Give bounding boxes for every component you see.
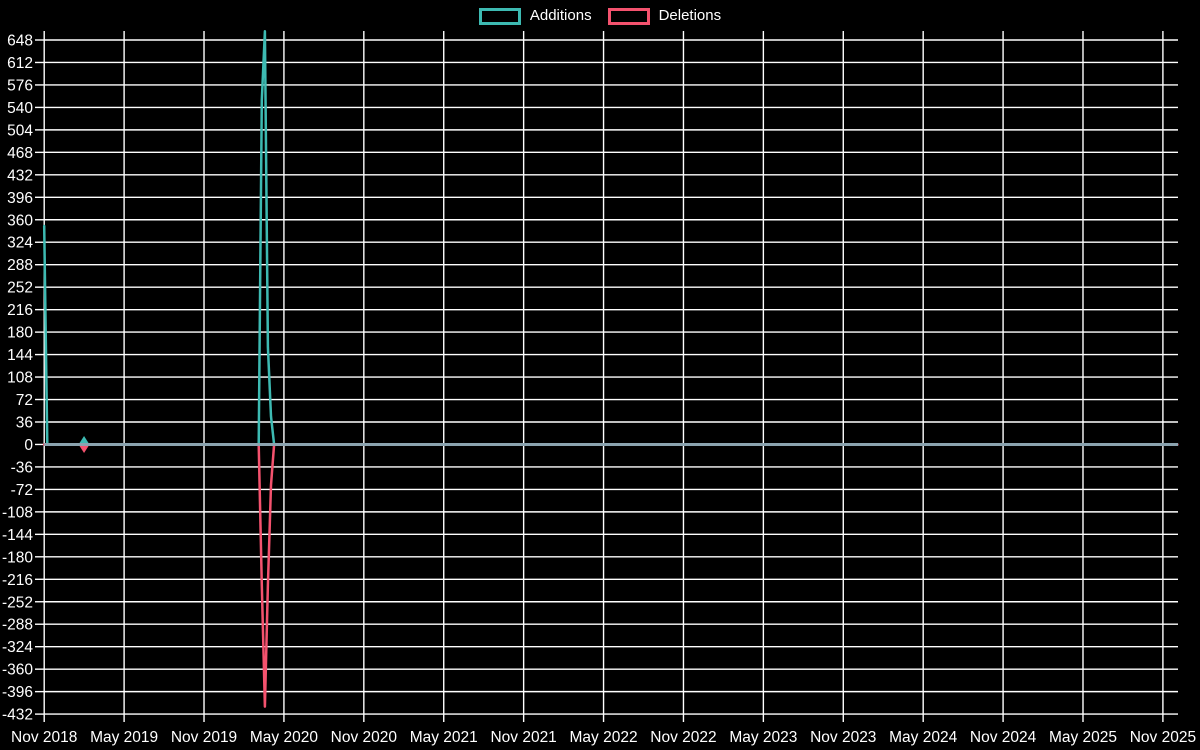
x-tick-label: Nov 2025	[1130, 729, 1196, 746]
legend-label-additions: Additions	[529, 7, 592, 24]
y-tick-label: 396	[7, 190, 33, 207]
legend-item-deletions[interactable]: Deletions	[607, 7, 722, 25]
x-tick-label: Nov 2024	[970, 729, 1037, 746]
y-tick-label: -36	[11, 459, 33, 476]
y-tick-label: -108	[2, 504, 33, 521]
series-line-deletions	[42, 443, 1179, 708]
y-tick-label: 252	[7, 280, 33, 297]
triangle-up-marker-icon[interactable]	[79, 435, 89, 443]
y-tick-label: -72	[11, 482, 33, 499]
y-tick-label: 504	[7, 122, 33, 139]
y-tick-label: 324	[7, 235, 33, 252]
y-tick-label: 180	[7, 325, 33, 342]
y-tick-label: 468	[7, 145, 33, 162]
y-tick-label: 612	[7, 55, 33, 72]
y-tick-label: 36	[16, 414, 33, 431]
x-tick-label: Nov 2023	[810, 729, 876, 746]
y-tick-label: 540	[7, 100, 33, 117]
y-tick-label: 648	[7, 33, 33, 50]
y-tick-label: 108	[7, 370, 33, 387]
x-tick-label: Nov 2018	[11, 729, 77, 746]
x-tick-label: May 2025	[1049, 729, 1117, 746]
y-tick-label: 432	[7, 167, 33, 184]
x-tick-label: May 2023	[729, 729, 797, 746]
x-tick-label: May 2024	[889, 729, 957, 746]
x-tick-label: May 2020	[250, 729, 318, 746]
series-line-additions	[42, 30, 1179, 446]
y-tick-label: 0	[24, 437, 33, 454]
legend-item-additions[interactable]: Additions	[478, 7, 592, 25]
legend-label-deletions: Deletions	[658, 7, 722, 24]
y-tick-label: 576	[7, 77, 33, 94]
y-tick-label: 72	[16, 392, 33, 409]
additions-swatch-icon	[478, 7, 521, 25]
x-tick-label: Nov 2020	[331, 729, 398, 746]
x-tick-label: May 2021	[410, 729, 478, 746]
y-tick-label: -432	[2, 707, 33, 724]
x-tick-label: May 2022	[570, 729, 638, 746]
y-tick-label: -252	[2, 594, 33, 611]
x-tick-label: Nov 2022	[650, 729, 716, 746]
y-tick-label: -288	[2, 617, 33, 634]
y-tick-label: -360	[2, 662, 33, 679]
x-tick-label: Nov 2019	[171, 729, 237, 746]
y-tick-label: 360	[7, 212, 33, 229]
y-tick-label: 216	[7, 302, 33, 319]
x-tick-label: May 2019	[90, 729, 158, 746]
y-tick-label: -396	[2, 684, 33, 701]
deletions-swatch-icon	[607, 7, 650, 25]
x-tick-label: Nov 2021	[490, 729, 556, 746]
y-tick-label: -144	[2, 527, 33, 544]
y-tick-label: -216	[2, 572, 33, 589]
y-tick-label: -324	[2, 639, 33, 656]
y-tick-label: 288	[7, 257, 33, 274]
chart-legend: Additions Deletions	[0, 7, 1200, 25]
y-tick-label: -180	[2, 549, 33, 566]
triangle-down-marker-icon[interactable]	[79, 445, 89, 453]
y-tick-label: 144	[7, 347, 33, 364]
